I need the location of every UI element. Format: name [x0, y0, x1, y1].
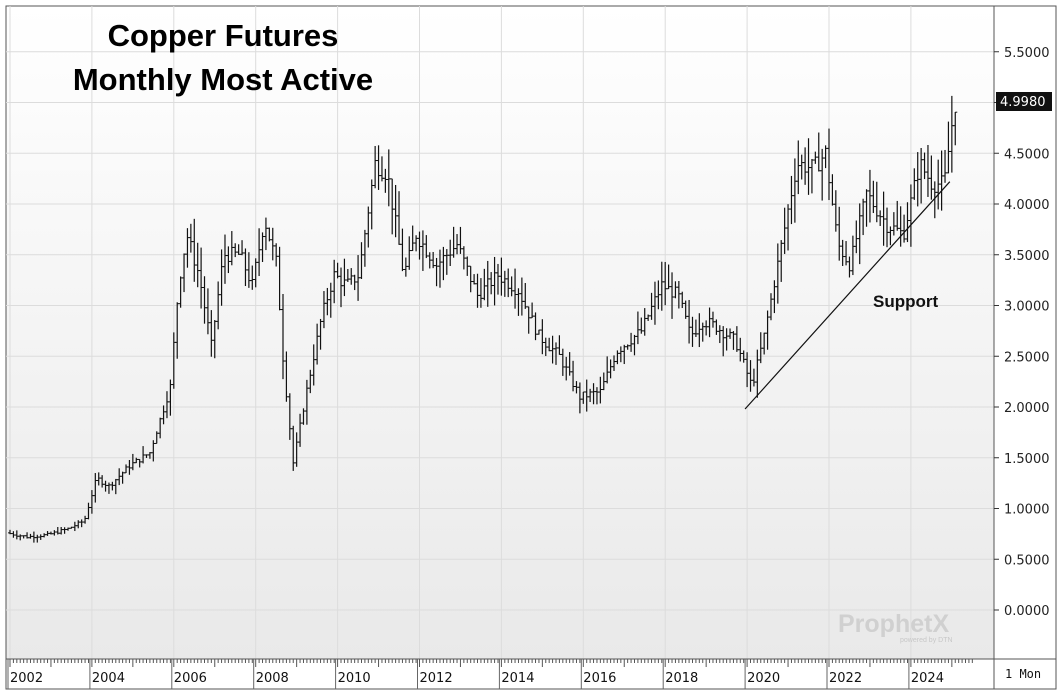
y-tick-label: 2.0000 — [1004, 401, 1050, 416]
x-axis[interactable]: 2002 2004 2006 2008 2010 2012 2014 2016 2018 2020… — [7, 659, 973, 689]
x-tick-label: 2002 — [10, 671, 43, 686]
period-selector[interactable] — [993, 658, 1057, 690]
support-annotation: Support — [873, 292, 938, 311]
x-tick-label: 2014 — [501, 671, 534, 686]
last-price-badge — [996, 92, 1052, 111]
y-tick-label: 0.0000 — [1004, 604, 1050, 619]
price-bars — [8, 95, 958, 543]
y-axis[interactable]: 0.0000 0.5000 1.0000 1.5000 2.0000 2.5000 3.00… — [994, 46, 1050, 619]
watermark: ProphetX powered by DTN — [838, 610, 953, 644]
last-price-label: 4.9980 — [1000, 95, 1046, 110]
y-tick-label: 1.5000 — [1004, 452, 1050, 467]
x-tick-label: 2004 — [92, 671, 125, 686]
grid-vertical — [9, 6, 912, 659]
watermark-text: ProphetX — [838, 610, 949, 638]
x-tick-label: 2016 — [583, 671, 616, 686]
y-tick-label: 3.5000 — [1004, 249, 1050, 264]
x-tick-label: 2020 — [747, 671, 780, 686]
x-tick-label: 2018 — [665, 671, 698, 686]
price-bar — [953, 111, 958, 146]
period-label[interactable]: 1 Mon — [1005, 667, 1041, 681]
y-tick-label: 0.5000 — [1004, 553, 1050, 568]
x-tick-label: 2012 — [420, 671, 453, 686]
y-tick-label: 5.5000 — [1004, 46, 1050, 61]
watermark-subtext: powered by DTN — [900, 637, 953, 644]
plot-background — [5, 5, 995, 660]
y-tick-label: 4.0000 — [1004, 198, 1050, 213]
y-tick-label: 4.5000 — [1004, 147, 1050, 162]
x-tick-label: 2024 — [911, 671, 944, 686]
x-tick-label: 2008 — [256, 671, 289, 686]
y-tick-label: 2.5000 — [1004, 350, 1050, 365]
x-tick-label: 2006 — [174, 671, 207, 686]
x-tick-label: 2010 — [338, 671, 371, 686]
chart-title-line-1: Copper Futures — [107, 18, 339, 53]
x-tick-label: 2022 — [829, 671, 862, 686]
y-tick-label: 3.0000 — [1004, 300, 1050, 315]
chart-title-line-2: Monthly Most Active — [72, 62, 374, 97]
support-trendline — [744, 181, 951, 410]
y-tick-label: 1.0000 — [1004, 503, 1050, 518]
